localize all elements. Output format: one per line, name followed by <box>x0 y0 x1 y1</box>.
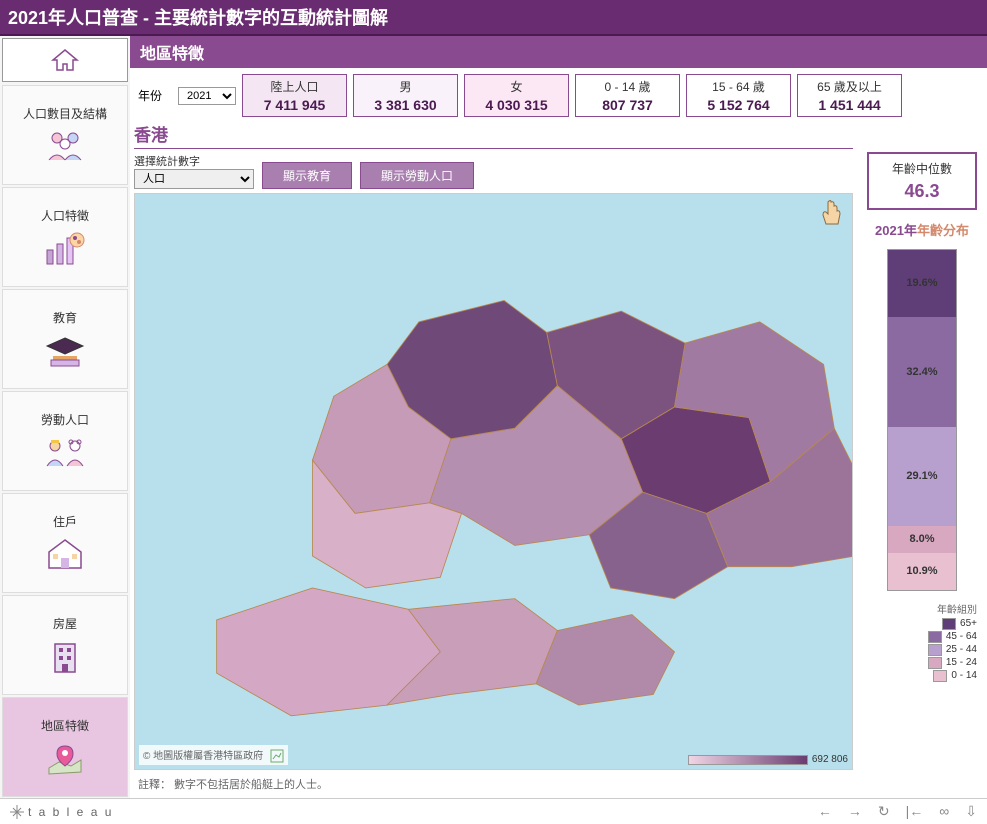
nav-forward-icon[interactable]: → <box>848 803 862 820</box>
stat-value: 3 381 630 <box>362 97 449 113</box>
map-pin-icon <box>41 738 89 778</box>
stat-value: 7 411 945 <box>251 97 338 113</box>
nav-population-char[interactable]: 人口特徵 <box>2 187 128 287</box>
nav-label: 教育 <box>53 309 77 326</box>
map-gradient-legend: 692 806 <box>688 754 848 765</box>
show-education-button[interactable]: 顯示教育 <box>262 162 352 189</box>
show-labour-button[interactable]: 顯示勞動人口 <box>360 162 474 189</box>
stat-label: 陸上人口 <box>251 78 338 95</box>
nav-label: 人口特徵 <box>41 207 89 224</box>
page-title: 2021年人口普查 - 主要統計數字的互動統計圖解 <box>0 0 987 36</box>
median-age-box: 年齡中位數 46.3 <box>867 152 977 210</box>
graduation-icon <box>41 330 89 370</box>
workers-icon <box>41 432 89 472</box>
building-icon <box>41 636 89 676</box>
nav-population-structure[interactable]: 人口數目及結構 <box>2 85 128 185</box>
stat-label: 65 歲及以上 <box>806 78 893 95</box>
year-select[interactable]: 2021 <box>178 87 236 105</box>
stat-card[interactable]: 15 - 64 歲 5 152 764 <box>686 74 791 117</box>
age-legend-item[interactable]: 45 - 64 <box>867 631 977 643</box>
nav-housing[interactable]: 房屋 <box>2 595 128 695</box>
home-button[interactable] <box>2 38 128 82</box>
stat-card[interactable]: 男 3 381 630 <box>353 74 458 117</box>
sidebar: 人口數目及結構 人口特徵 教育 勞動人口 住戶 <box>0 36 130 798</box>
age-segment[interactable]: 32.4% <box>888 317 956 427</box>
footer: t a b l e a u ← → ↻ |← ∞ ⇩ <box>0 798 987 824</box>
stat-label: 男 <box>362 78 449 95</box>
stat-card[interactable]: 陸上人口 7 411 945 <box>242 74 347 117</box>
age-dist-title: 2021年年齡分布 <box>875 220 969 239</box>
age-legend-item[interactable]: 15 - 24 <box>867 657 977 669</box>
median-age-label: 年齡中位數 <box>881 160 963 177</box>
age-stacked-bar[interactable]: 19.6%32.4%29.1%8.0%10.9% <box>887 249 957 591</box>
download-icon[interactable]: ⇩ <box>965 803 977 820</box>
house-icon <box>41 534 89 574</box>
stat-value: 4 030 315 <box>473 97 560 113</box>
age-segment[interactable]: 8.0% <box>888 526 956 553</box>
nav-label: 勞動人口 <box>41 411 89 428</box>
stat-label: 15 - 64 歲 <box>695 78 782 95</box>
revert-icon[interactable]: ↻ <box>878 803 890 820</box>
chart-people-icon <box>41 228 89 268</box>
first-icon[interactable]: |← <box>906 803 924 820</box>
stat-value: 5 152 764 <box>695 97 782 113</box>
stat-value: 807 737 <box>584 97 671 113</box>
tableau-icon <box>10 805 24 819</box>
hand-pointer-icon <box>818 198 844 235</box>
stat-card[interactable]: 女 4 030 315 <box>464 74 569 117</box>
tableau-logo[interactable]: t a b l e a u <box>10 805 113 819</box>
age-segment[interactable]: 19.6% <box>888 250 956 317</box>
stat-label: 0 - 14 歲 <box>584 78 671 95</box>
nav-education[interactable]: 教育 <box>2 289 128 389</box>
median-age-value: 46.3 <box>881 181 963 202</box>
stat-label: 女 <box>473 78 560 95</box>
nav-district[interactable]: 地區特徵 <box>2 697 128 797</box>
age-legend: 年齡組別 65+45 - 6425 - 4415 - 240 - 14 <box>867 601 977 683</box>
stat-card[interactable]: 0 - 14 歲 807 737 <box>575 74 680 117</box>
year-label: 年份 <box>138 87 162 104</box>
map-attrib-icon <box>270 749 284 763</box>
nav-label: 房屋 <box>53 615 77 632</box>
stat-card[interactable]: 65 歲及以上 1 451 444 <box>797 74 902 117</box>
stat-select[interactable]: 人口 <box>134 169 254 189</box>
age-segment[interactable]: 29.1% <box>888 427 956 526</box>
share-icon[interactable]: ∞ <box>939 803 949 820</box>
nav-label: 地區特徵 <box>41 717 89 734</box>
home-icon <box>49 46 81 74</box>
nav-label: 住戶 <box>53 513 77 530</box>
stat-value: 1 451 444 <box>806 97 893 113</box>
age-legend-item[interactable]: 0 - 14 <box>867 670 977 682</box>
age-segment[interactable]: 10.9% <box>888 553 956 590</box>
section-title: 地區特徵 <box>130 36 987 68</box>
stat-select-label: 選擇統計數字 <box>134 153 254 169</box>
nav-back-icon[interactable]: ← <box>818 803 832 820</box>
age-legend-item[interactable]: 25 - 44 <box>867 644 977 656</box>
footnote: 註釋： 數字不包括居於船艇上的人士。 <box>134 770 853 798</box>
nav-household[interactable]: 住戶 <box>2 493 128 593</box>
nav-labour[interactable]: 勞動人口 <box>2 391 128 491</box>
nav-label: 人口數目及結構 <box>23 105 107 122</box>
age-legend-item[interactable]: 65+ <box>867 618 977 630</box>
map-attribution: © 地圖版權屬香港特區政府 <box>139 745 288 765</box>
people-icon <box>41 126 89 166</box>
map-area[interactable]: © 地圖版權屬香港特區政府 692 806 <box>134 193 853 770</box>
region-name: 香港 <box>134 126 168 145</box>
